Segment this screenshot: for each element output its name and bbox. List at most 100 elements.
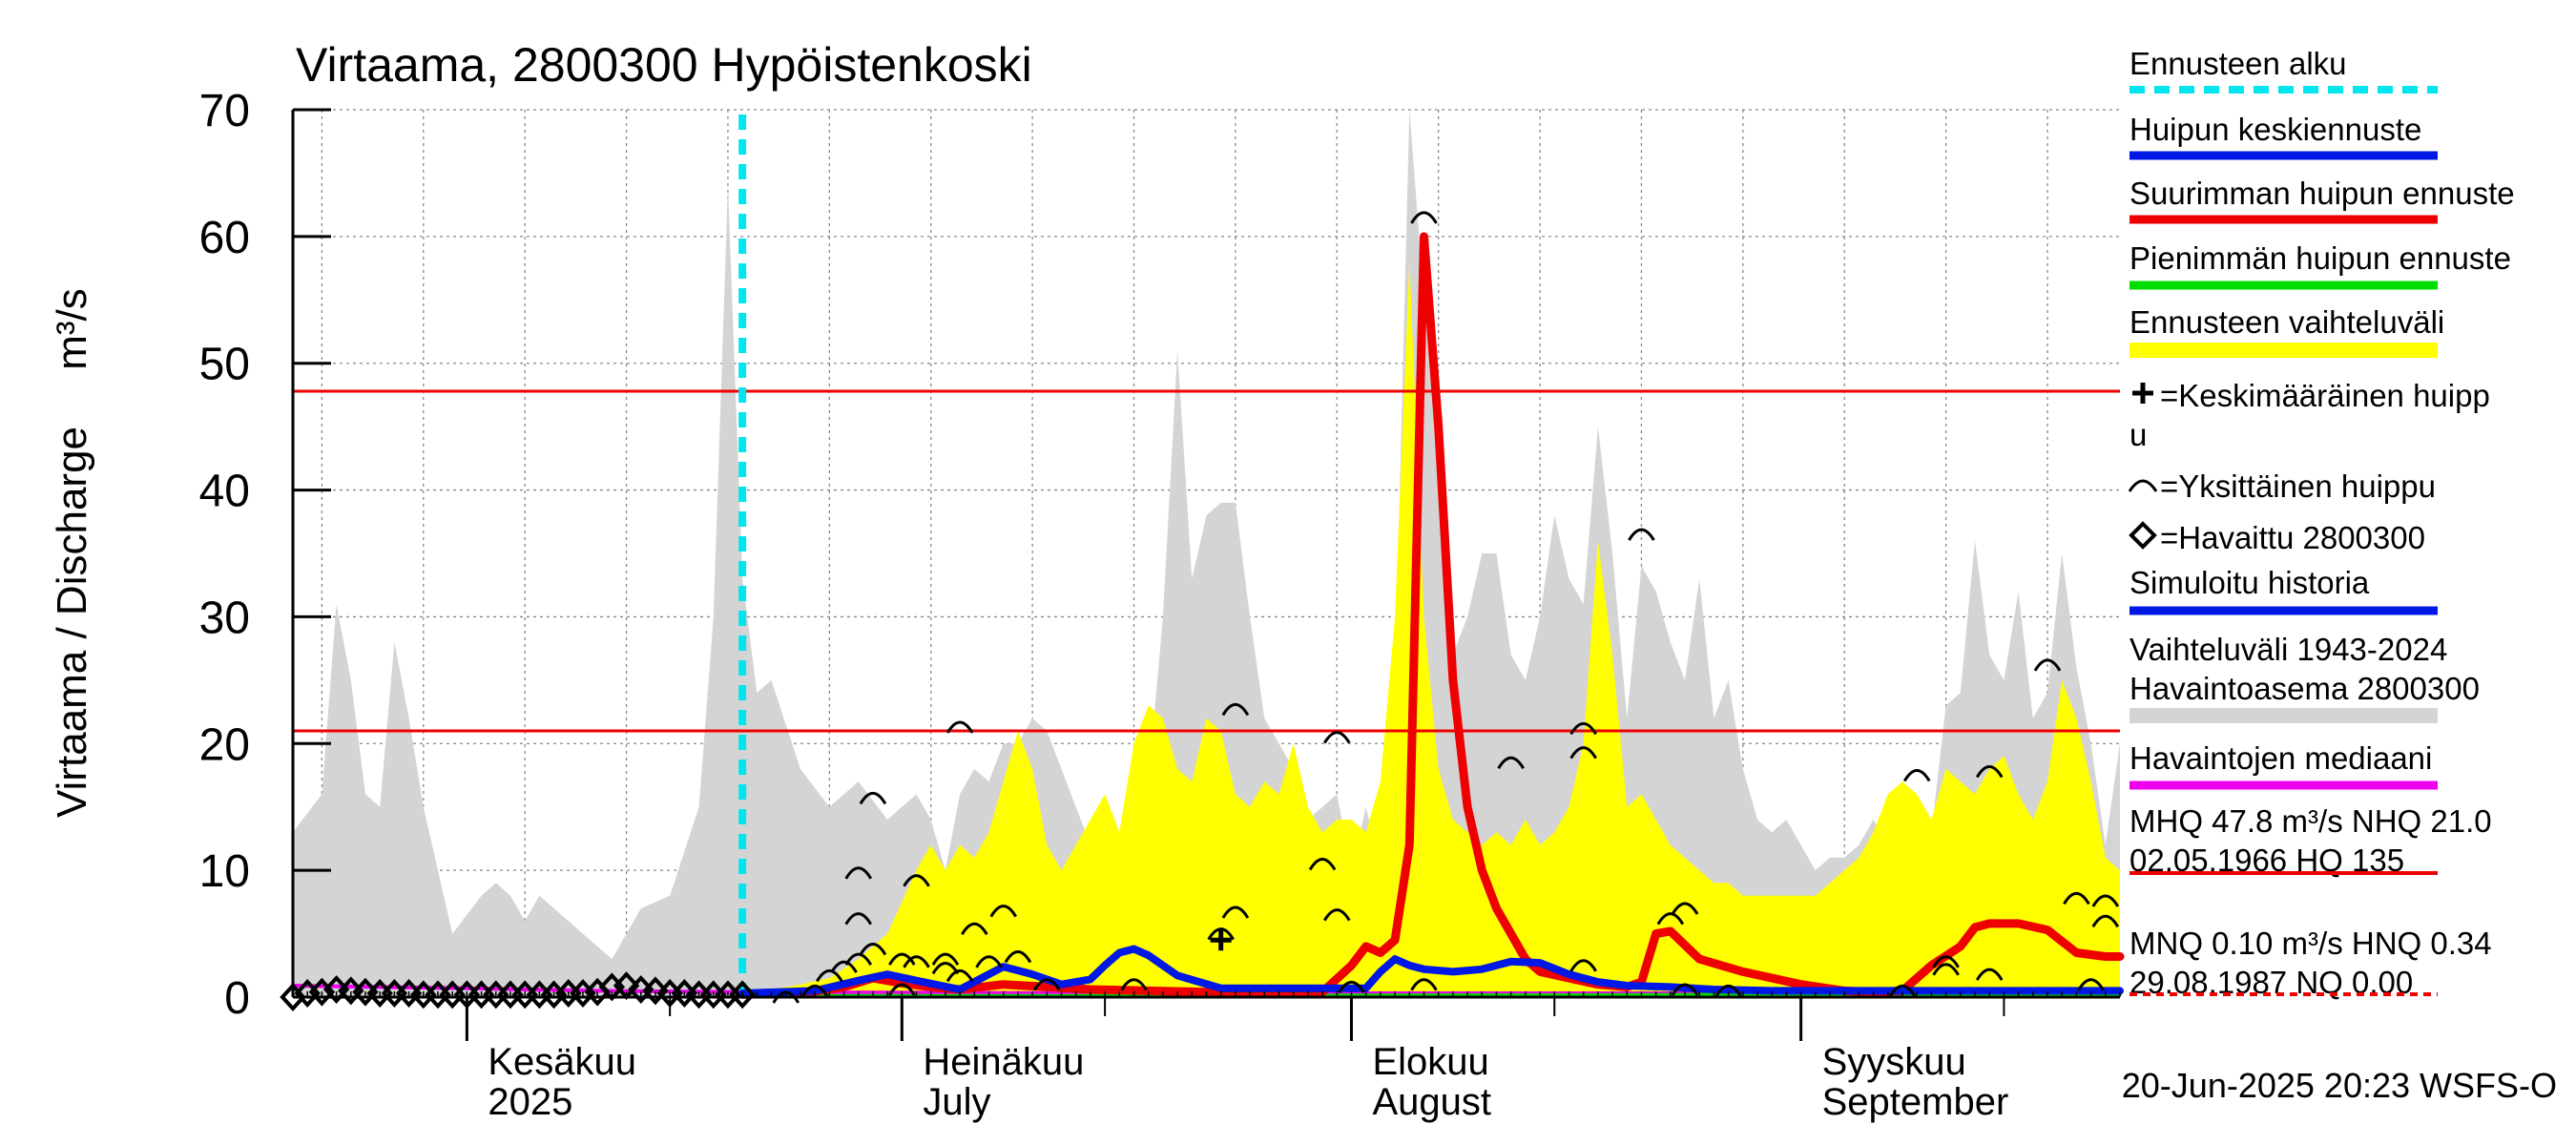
individual-peak-marker (859, 943, 887, 956)
x-month-label: Kesäkuu (488, 1041, 636, 1083)
individual-peak-marker (1120, 978, 1148, 991)
individual-peak-marker (2091, 894, 2120, 907)
individual-peak-marker (2091, 914, 2120, 928)
y-tick-label: 10 (199, 846, 250, 897)
legend-item-simuloitu-historia: Simuloitu historia (2129, 565, 2438, 615)
legend-label: Vaihteluväli 1943-2024 (2129, 632, 2447, 667)
individual-peak-marker (975, 955, 1003, 968)
legend-item-huipun-keskiennuste: Huipun keskiennuste (2129, 112, 2438, 160)
individual-peak-marker (1497, 756, 1525, 770)
individual-peak-marker (961, 922, 988, 936)
average-peak-marker (1210, 929, 1232, 951)
y-tick-label: 40 (199, 467, 250, 517)
y-tick-label: 20 (199, 719, 250, 770)
legend-symbol-plus-icon (2132, 383, 2153, 404)
individual-peak-marker (1033, 978, 1061, 991)
observed-point (729, 980, 756, 1010)
legend-label: Pienimmän huipun ennuste (2129, 240, 2511, 276)
individual-peak-marker (1714, 984, 1742, 998)
legend-label: MNQ 0.10 m³/s HNQ 0.34 (2129, 926, 2492, 961)
x-month-sublabel: August (1372, 1081, 1491, 1123)
series-huipun-keskiennuste (738, 945, 2124, 997)
individual-peak-marker (1932, 963, 1960, 976)
individual-peak-marker (888, 983, 916, 996)
individual-peak-marker (1628, 528, 1655, 541)
legend-label: Suurimman huipun ennuste (2129, 176, 2515, 211)
individual-peak-marker (989, 905, 1018, 918)
legend-label: Huipun keskiennuste (2129, 112, 2421, 147)
individual-peak-marker (1671, 902, 1699, 915)
legend-item-vaihteluvali-1943-2024: Vaihteluväli 1943-2024 Havaintoasema 280… (2129, 632, 2480, 723)
y-tick-label: 0 (224, 973, 250, 1024)
individual-peak-marker (1221, 702, 1250, 717)
x-month-label: Syyskuu (1822, 1041, 1966, 1083)
individual-peak-marker (888, 952, 916, 966)
legend-item-havaittu-2800300: =Havaittu 2800300 (2129, 520, 2425, 555)
individual-peak-marker (1338, 980, 1365, 994)
individual-peak-marker (1221, 906, 1250, 919)
legend-symbol-arc-icon (2128, 479, 2158, 492)
legend: Ennusteen alku Huipun keskiennuste Suurimm… (2128, 46, 2515, 1000)
individual-peak-marker (1888, 984, 1917, 998)
individual-peak-marker (1322, 908, 1351, 922)
individual-peak-marker (800, 984, 829, 998)
observed-point (280, 983, 306, 1011)
chart-title: Virtaama, 2800300 Hypöistenkoski (296, 38, 1032, 92)
legend-label: Ennusteen vaihteluväli (2129, 304, 2444, 340)
footer-timestamp: 20-Jun-2025 20:23 WSFS-O (2122, 1066, 2557, 1105)
legend-label: Havaintojen mediaani (2129, 740, 2432, 776)
legend-label: =Keskimääräinen huipp (2160, 378, 2490, 413)
individual-peak-marker (1322, 731, 1351, 744)
observed-point (642, 976, 669, 1006)
individual-peak-marker (830, 960, 858, 973)
individual-peak-marker (2077, 978, 2105, 991)
x-month-sublabel: 2025 (488, 1081, 572, 1123)
y-axis-label: Virtaama / Discharge (49, 427, 95, 818)
legend-label-line2: u (2129, 417, 2147, 452)
individual-peak-marker (945, 968, 974, 983)
legend-label: =Havaittu 2800300 (2160, 520, 2425, 555)
y-axis-unit: m³/s (49, 288, 95, 370)
legend-label: Ennusteen alku (2129, 46, 2347, 81)
individual-peak-marker (1671, 983, 1699, 996)
legend-label-line2: Havaintoasema 2800300 (2129, 671, 2480, 706)
individual-peak-marker (1656, 912, 1685, 926)
individual-peak-marker (1308, 858, 1337, 871)
band-vaihteluvali-1943-2024 (293, 110, 2120, 997)
x-month-label: Heinäkuu (923, 1041, 1084, 1083)
individual-peak-marker (931, 952, 960, 966)
individual-peak-marker (1410, 211, 1438, 224)
individual-peak-marker (1902, 769, 1931, 782)
individual-peak-marker (903, 955, 930, 968)
individual-peak-marker (903, 874, 930, 887)
y-tick-label: 70 (199, 86, 250, 136)
legend-label: MHQ 47.8 m³/s NHQ 21.0 (2129, 803, 2492, 839)
y-tick-label: 60 (199, 213, 250, 263)
individual-peak-marker (945, 720, 974, 734)
individual-peak-marker (1975, 968, 2004, 981)
individual-peak-marker (816, 968, 843, 983)
legend-item-ennusteen-alku: Ennusteen alku (2129, 46, 2438, 94)
individual-peak-marker (2033, 658, 2062, 672)
individual-peak-marker (859, 791, 887, 805)
legend-symbol-diamond-icon (2129, 521, 2157, 550)
individual-peak-marker (1569, 721, 1597, 736)
individual-peak-marker (1004, 950, 1032, 964)
legend-label: Simuloitu historia (2129, 565, 2370, 600)
x-month-sublabel: July (923, 1081, 990, 1123)
individual-peak-marker (844, 866, 873, 880)
y-tick-label: 30 (199, 593, 250, 643)
individual-peak-marker (1410, 978, 1438, 991)
legend-item-pienimman-huipun-ennuste: Pienimmän huipun ennuste (2129, 240, 2511, 290)
legend-item-mhq-47-8-m-s-nhq-21-0: MHQ 47.8 m³/s NHQ 21.002.05.1966 HQ 135 (2129, 803, 2492, 878)
individual-peak-marker (2063, 891, 2090, 906)
series-suurimman-huipun-ennuste (737, 232, 2125, 999)
individual-peak-marker (1569, 746, 1597, 760)
legend-item-yksittainen-huippu: =Yksittäinen huippu (2128, 468, 2436, 504)
individual-peak-marker (844, 912, 873, 926)
x-month-label: Elokuu (1372, 1041, 1488, 1083)
individual-peak-marker (1569, 959, 1597, 972)
